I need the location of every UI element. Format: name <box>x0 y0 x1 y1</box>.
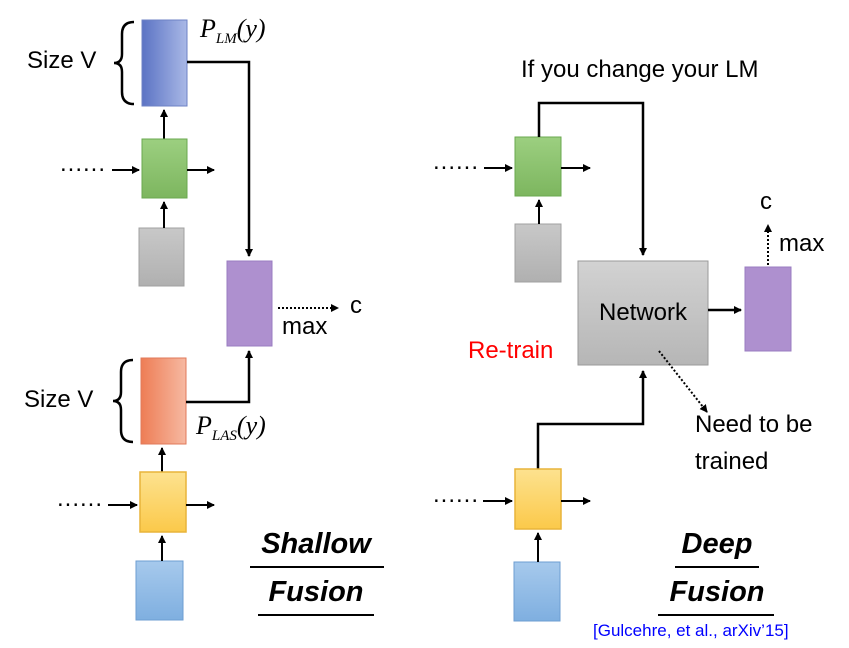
citation: [Gulcehre, et al., arXiv’15] <box>593 621 789 640</box>
arrow-plas-to-combine <box>186 350 253 404</box>
size-v-label-lm: Size V <box>27 47 97 74</box>
need-train-line2: trained <box>695 448 769 475</box>
brace-lm <box>113 20 135 106</box>
need-train-line1: Need to be <box>695 411 813 438</box>
las-output-box <box>140 357 187 445</box>
dots-lm-shallow: ...... <box>60 150 107 177</box>
p-las-label: PLAS(y) <box>196 411 266 445</box>
retrain-label: Re-train <box>468 337 554 364</box>
shallow-title-underline1 <box>250 566 384 568</box>
deep-lm-rnn-box <box>514 136 562 197</box>
shallow-title-line1: Shallow <box>261 528 371 560</box>
shallow-title-line2: Fusion <box>268 576 364 608</box>
combine-box-deep <box>744 266 792 352</box>
deep-lm-input-box <box>514 223 562 283</box>
deep-las-rnn-box <box>514 468 562 530</box>
network-label: Network <box>598 299 688 326</box>
p-las-base: P <box>196 411 212 440</box>
combine-box-shallow <box>226 260 273 347</box>
dots-lm-deep: ...... <box>433 148 480 175</box>
output-c-deep: c <box>760 188 772 215</box>
arrow-plm-to-combine <box>187 60 253 257</box>
deep-arrow-lm-to-network <box>537 101 647 256</box>
deep-title-line1: Deep <box>681 528 753 560</box>
deep-title-underline1 <box>675 566 759 568</box>
lm-rnn-box <box>141 138 188 199</box>
las-rnn-box <box>139 471 187 533</box>
network-box <box>577 260 709 366</box>
deep-las-input-box <box>513 561 561 622</box>
max-label-deep: max <box>779 230 825 257</box>
deep-arrow-las-to-network <box>536 370 647 469</box>
lm-output-box <box>141 19 188 107</box>
lm-input-box <box>138 227 185 287</box>
deep-arrow-need-train <box>658 350 708 413</box>
change-lm-label: If you change your LM <box>521 56 759 83</box>
deep-title-underline2 <box>658 614 774 616</box>
brace-las <box>112 358 134 444</box>
output-c-shallow: c <box>350 292 362 319</box>
deep-title-line2: Fusion <box>669 576 765 608</box>
size-v-label-las: Size V <box>24 386 94 413</box>
p-lm-sub: LM <box>215 31 237 48</box>
p-lm-base: P <box>200 14 216 43</box>
p-las-sub: LAS <box>211 428 237 445</box>
max-label-shallow: max <box>282 313 328 340</box>
p-lm-arg: (y) <box>236 14 266 43</box>
dots-las-shallow: ...... <box>57 485 104 512</box>
p-lm-label: PLM(y) <box>200 14 266 48</box>
las-input-box <box>135 560 184 621</box>
p-las-arg: (y) <box>236 411 266 440</box>
shallow-title-underline2 <box>258 614 374 616</box>
dots-las-deep: ...... <box>433 481 480 508</box>
